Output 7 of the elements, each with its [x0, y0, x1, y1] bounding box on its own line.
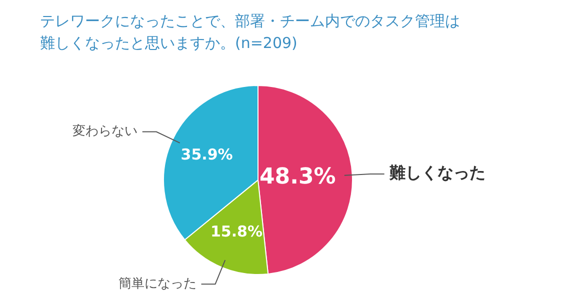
- slice-label: 変わらない: [72, 123, 138, 140]
- slice-label: 難しくなった: [388, 163, 486, 182]
- data-label: 15.8%: [210, 222, 262, 240]
- chart-title: テレワークになったことで、部署・チーム内でのタスク管理は難しくなったと思いますか。(n=209): [40, 11, 461, 54]
- data-label: 35.9%: [180, 146, 233, 164]
- data-label: 48.3%: [259, 164, 336, 190]
- slice-label: 簡単になった: [118, 276, 196, 292]
